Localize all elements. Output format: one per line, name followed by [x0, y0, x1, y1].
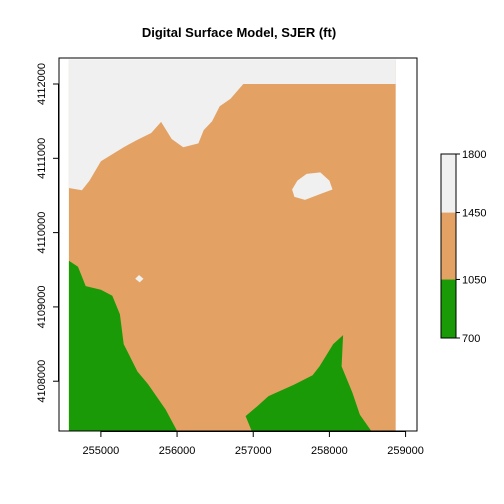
raster-upper-region-2 [135, 275, 144, 283]
raster-lower-region-4 [245, 335, 372, 431]
y-tick-label: 4109000 [36, 286, 48, 329]
y-tick-label: 4108000 [36, 360, 48, 403]
legend-swatch [441, 154, 456, 213]
legend-frame [440, 153, 457, 339]
raster-upper-region-0 [68, 59, 396, 191]
legend-tick-label: 700 [462, 333, 480, 345]
raster-lower-region-3 [68, 260, 178, 431]
map-title: Digital Surface Model, SJER (ft) [142, 25, 336, 40]
raster-upper-region-1 [292, 172, 333, 200]
legend-tick-label: 1050 [462, 274, 486, 286]
color-legend: 700 1050 1450 1800 [440, 149, 486, 345]
y-tick-label: 4112000 [36, 63, 48, 105]
y-axis: 4108000 4109000 4110000 4111000 4112000 [36, 63, 59, 403]
y-tick-label: 4111000 [36, 138, 48, 179]
y-tick-label: 4110000 [36, 212, 48, 254]
x-axis: 255000 256000 257000 258000 259000 [83, 431, 424, 457]
legend-tick-label: 1450 [462, 208, 486, 220]
x-tick-label: 257000 [235, 445, 272, 457]
legend-tick-label: 1800 [462, 149, 486, 161]
x-tick-label: 259000 [387, 445, 424, 457]
x-tick-label: 258000 [311, 445, 348, 457]
x-tick-label: 256000 [159, 445, 196, 457]
legend-swatch [441, 279, 456, 338]
x-tick-label: 255000 [83, 445, 120, 457]
raster-layer [68, 59, 396, 432]
legend-swatch [441, 212, 456, 280]
